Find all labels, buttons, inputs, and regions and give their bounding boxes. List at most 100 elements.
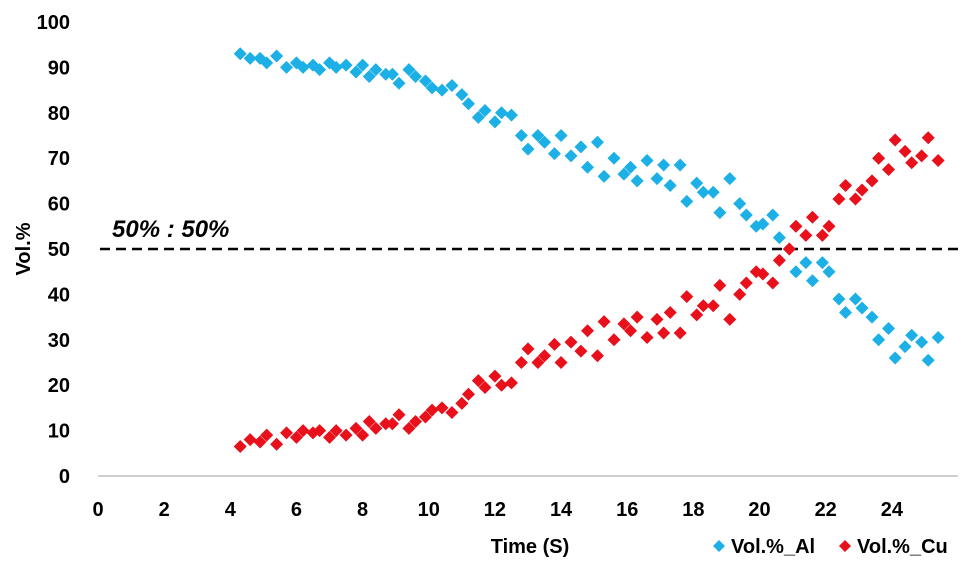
x-tick-label: 22	[815, 499, 837, 521]
data-point-al	[339, 58, 353, 72]
data-point-al	[921, 353, 935, 367]
data-point-al	[815, 256, 829, 270]
x-tick-label: 14	[550, 499, 573, 521]
data-point-al	[445, 79, 459, 93]
data-point-al	[905, 328, 919, 342]
data-point-cu	[617, 317, 631, 331]
data-point-cu	[392, 408, 406, 422]
data-point-al	[280, 60, 294, 74]
data-point-cu	[362, 415, 376, 429]
x-tick-label: 0	[92, 499, 103, 521]
data-point-al	[673, 158, 687, 172]
legend: Vol.%_Al Vol.%_Cu	[713, 536, 948, 558]
legend-marker-al	[713, 540, 725, 552]
x-tick-label: 24	[881, 499, 904, 521]
x-axis-title: Time (S)	[491, 536, 570, 558]
data-point-cu	[280, 426, 294, 440]
data-point-cu	[488, 369, 502, 383]
data-point-al	[915, 335, 929, 349]
data-point-cu	[349, 421, 363, 435]
data-point-cu	[832, 192, 846, 206]
data-point-al	[590, 135, 604, 149]
data-point-al	[471, 110, 485, 124]
data-point-al	[379, 67, 393, 81]
data-point-al	[514, 129, 528, 142]
data-point-cu	[723, 312, 737, 326]
y-axis-ticks: 0 10 20 30 40 50 60 70 80 90 100	[37, 12, 70, 488]
data-point-al	[733, 197, 747, 211]
data-point-cu	[915, 149, 929, 163]
data-point-al	[739, 208, 753, 222]
data-point-cu	[624, 324, 638, 338]
data-point-cu	[323, 430, 337, 444]
data-point-al	[385, 67, 399, 81]
data-point-cu	[385, 417, 399, 431]
x-tick-label: 2	[159, 499, 170, 521]
data-point-cu	[799, 228, 813, 242]
data-point-cu	[504, 376, 518, 390]
data-point-cu	[590, 349, 604, 363]
data-point-al	[455, 88, 469, 102]
data-point-al	[574, 140, 588, 154]
data-point-cu	[839, 178, 853, 192]
data-point-al	[356, 58, 370, 72]
data-point-al	[713, 206, 727, 220]
data-point-cu	[409, 415, 423, 429]
data-point-cu	[461, 387, 475, 401]
data-point-al	[650, 172, 664, 186]
x-tick-label: 16	[616, 499, 638, 521]
data-points	[233, 47, 945, 453]
data-point-al	[696, 185, 710, 199]
data-point-cu	[379, 417, 393, 431]
data-point-cu	[581, 324, 595, 338]
data-point-al	[495, 106, 509, 120]
y-tick-label: 10	[48, 421, 70, 443]
data-point-cu	[733, 287, 747, 301]
legend-label-cu: Vol.%_Cu	[857, 536, 948, 558]
data-point-cu	[356, 428, 370, 442]
reference-annotation: 50% : 50%	[112, 216, 229, 243]
data-point-cu	[663, 306, 677, 320]
data-point-al	[504, 108, 518, 122]
data-point-al	[832, 292, 846, 306]
data-point-cu	[455, 396, 469, 410]
data-point-al	[349, 65, 363, 79]
data-point-al	[799, 256, 813, 270]
data-point-al	[898, 340, 912, 354]
data-point-al	[872, 333, 886, 347]
data-point-cu	[296, 424, 310, 438]
data-point-cu	[445, 405, 459, 419]
data-point-cu	[805, 210, 819, 224]
data-point-cu	[597, 315, 611, 329]
data-point-al	[822, 265, 836, 279]
data-point-cu	[772, 253, 786, 267]
data-point-cu	[696, 299, 710, 313]
data-point-cu	[855, 183, 869, 197]
data-point-cu	[713, 278, 727, 292]
data-point-cu	[554, 356, 568, 369]
data-point-al	[931, 331, 945, 345]
data-point-al	[402, 63, 416, 77]
data-point-al	[538, 135, 552, 149]
data-point-cu	[865, 174, 879, 188]
data-point-cu	[402, 421, 416, 435]
data-point-al	[865, 310, 879, 324]
data-point-al	[461, 97, 475, 111]
data-point-al	[260, 56, 274, 70]
data-point-al	[392, 76, 406, 90]
data-point-cu	[822, 219, 836, 233]
data-point-cu	[673, 326, 687, 340]
data-point-cu	[369, 421, 383, 435]
data-point-al	[680, 194, 694, 208]
data-point-al	[624, 160, 638, 174]
data-point-al	[805, 274, 819, 288]
y-tick-label: 30	[48, 330, 70, 352]
data-point-al	[531, 129, 545, 142]
data-point-cu	[289, 430, 303, 444]
data-point-cu	[313, 424, 327, 438]
data-point-al	[581, 160, 595, 174]
data-point-al	[329, 60, 343, 74]
data-point-al	[630, 174, 644, 188]
data-point-al	[362, 69, 376, 83]
data-point-cu	[921, 131, 935, 145]
